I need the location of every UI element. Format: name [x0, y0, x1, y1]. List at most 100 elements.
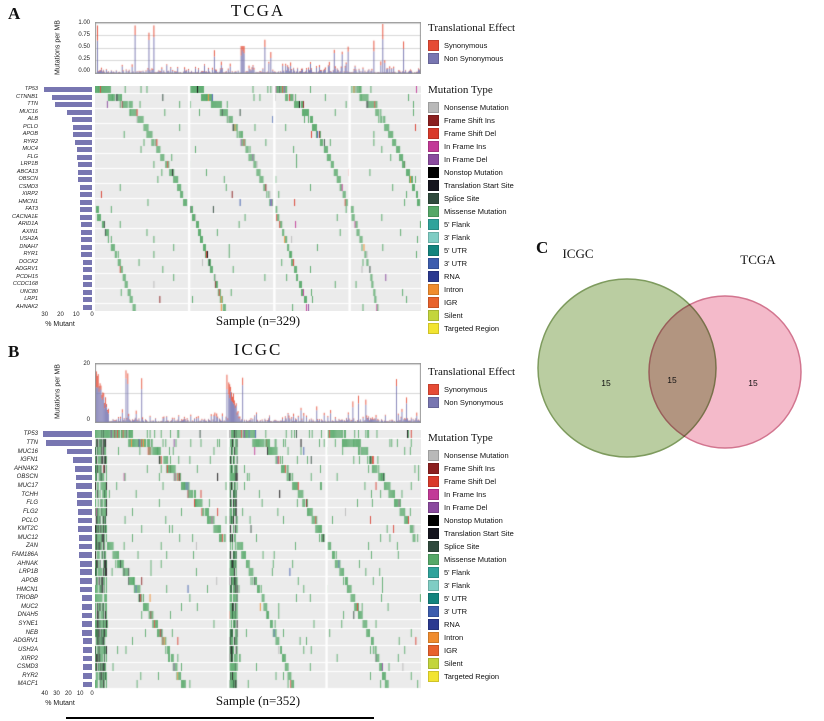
- legend-item-label: Frame Shift Del: [444, 477, 497, 486]
- gene-label: TP53: [24, 86, 38, 92]
- gene-row: CACNA1E: [2, 214, 92, 222]
- legend-item: 5' Flank: [428, 566, 524, 579]
- legend-title: Mutation Type: [428, 84, 493, 96]
- legend-swatch-icon: [428, 489, 439, 500]
- gene-bar-track: [41, 199, 92, 207]
- gene-bar-track: [41, 304, 92, 312]
- gene-label: UNC80: [19, 288, 38, 295]
- gene-bar-track: [41, 559, 92, 568]
- gene-pct-bar: [80, 586, 92, 593]
- gene-bar-track: [41, 534, 92, 543]
- gene-pct-bar: [76, 491, 92, 498]
- gene-label: USH2A: [17, 646, 38, 653]
- legend-swatch-icon: [428, 502, 439, 513]
- legend-swatch-icon: [428, 593, 439, 604]
- gene-pct-bar: [78, 526, 92, 533]
- gene-pct-bar: [76, 154, 92, 160]
- icgc-pct-axis: 40 30 20 10 0: [40, 691, 93, 699]
- gene-bar-track: [41, 499, 92, 508]
- gene-bar-track: [41, 244, 92, 252]
- legend-item-label: Splice Site: [444, 194, 480, 203]
- venn-diagram: ICGC TCGA 15 15 15: [537, 246, 802, 458]
- tcga-pct-axis-label: % Mutant: [45, 321, 75, 328]
- gene-row: FAM186A: [2, 551, 92, 560]
- gene-pct-bar: [75, 483, 92, 489]
- gene-row: ARID1A: [2, 221, 92, 229]
- gene-label: FAM186A: [11, 552, 38, 559]
- tmb-axis-tick: 0.25: [78, 56, 90, 62]
- gene-row: HMCN1: [2, 199, 92, 207]
- gene-bar-track: [41, 516, 92, 525]
- gene-bar-track: [41, 585, 92, 594]
- gene-row: TTN: [2, 101, 92, 109]
- gene-bar-track: [41, 577, 92, 586]
- legend-item: Synonymous: [428, 383, 524, 396]
- gene-label: RYR2: [23, 138, 38, 145]
- legend-item-label: Silent: [444, 311, 463, 320]
- gene-bar-track: [41, 663, 92, 672]
- gene-bar-track: [41, 124, 92, 132]
- venn-count-tcga-only: 15: [748, 378, 758, 388]
- legend-swatch-icon: [428, 297, 439, 308]
- gene-bar-track: [41, 672, 92, 681]
- gene-label: DNAH5: [17, 612, 38, 619]
- gene-row: USH2A: [2, 646, 92, 655]
- legend-item-label: Splice Site: [444, 542, 480, 551]
- gene-bar-track: [41, 259, 92, 267]
- gene-label: TP53: [23, 431, 38, 438]
- gene-pct-bar: [81, 629, 92, 636]
- gene-row: TRIOBP: [2, 594, 92, 603]
- gene-row: FLG: [2, 154, 92, 162]
- icgc-gene-list: TP53 TTN MUC16 IGFN1 AHNAK2 OBSCN MUC17 TCHH FLG…: [2, 430, 92, 689]
- gene-pct-bar: [81, 237, 92, 243]
- legend-item: Targeted Region: [428, 670, 524, 683]
- legend-item: Splice Site: [428, 192, 524, 205]
- legend-swatch-icon: [428, 323, 439, 334]
- legend-item-label: Missense Mutation: [444, 207, 507, 216]
- gene-row: MUC16: [2, 447, 92, 456]
- legend-items: Nonsense Mutation Frame Shift Ins Frame Sh…: [428, 101, 524, 335]
- gene-bar-track: [41, 184, 92, 192]
- legend-item: 5' UTR: [428, 244, 524, 257]
- gene-label: MUC16: [19, 108, 38, 115]
- legend-items: Nonsense Mutation Frame Shift Ins Frame Sh…: [428, 449, 524, 683]
- gene-label: APOB: [22, 131, 38, 137]
- gene-pct-bar: [79, 552, 92, 558]
- gene-row: CCDC168: [2, 281, 92, 289]
- gene-label: CSMD3: [18, 183, 38, 190]
- gene-label: MUC2: [20, 603, 38, 610]
- legend-item: Missense Mutation: [428, 205, 524, 218]
- gene-pct-bar: [81, 612, 92, 619]
- gene-pct-bar: [76, 147, 92, 153]
- gene-pct-bar: [44, 87, 92, 93]
- gene-bar-track: [41, 490, 92, 499]
- gene-pct-bar: [81, 603, 92, 610]
- gene-row: PCLO: [2, 124, 92, 132]
- panel-b-tmb-yaxis: 20 0: [70, 361, 92, 423]
- tmb-axis-tick: 0: [86, 417, 90, 423]
- legend-swatch-icon: [428, 284, 439, 295]
- gene-label: FLG: [26, 500, 38, 507]
- legend-swatch-icon: [428, 232, 439, 243]
- legend-item-label: Targeted Region: [444, 672, 500, 681]
- gene-bar-track: [41, 542, 92, 551]
- gene-label: ALB: [27, 116, 38, 122]
- legend-item: 3' UTR: [428, 605, 524, 618]
- gene-pct-bar: [67, 109, 92, 115]
- gene-row: USH2A: [2, 236, 92, 244]
- gene-bar-track: [41, 176, 92, 184]
- gene-row: MUC12: [2, 534, 92, 543]
- gene-pct-bar: [79, 543, 92, 550]
- gene-label: XIRP2: [20, 655, 38, 662]
- gene-pct-bar: [82, 289, 92, 295]
- gene-bar-track: [41, 236, 92, 244]
- legend-item-label: IGR: [444, 646, 458, 655]
- legend-swatch-icon: [428, 271, 439, 282]
- gene-bar-track: [41, 525, 92, 534]
- gene-bar-track: [41, 116, 92, 124]
- gene-row: MUC16: [2, 109, 92, 117]
- gene-label: XIRP2: [22, 191, 38, 197]
- gene-label: MUC16: [17, 448, 38, 455]
- legend-item-label: Nonsense Mutation: [444, 451, 509, 460]
- gene-pct-bar: [82, 681, 92, 688]
